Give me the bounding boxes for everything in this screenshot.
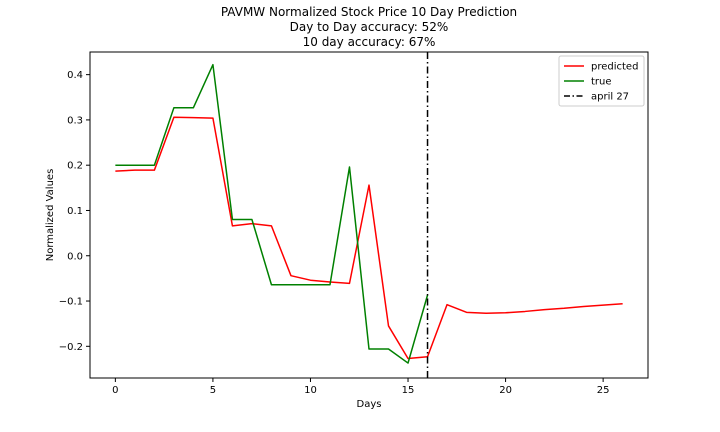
x-tick-label: 25 xyxy=(597,385,610,396)
axes-ticks: 0 5 10 15 20 25 −0.2 −0.1 0.0 0.1 0.2 0.3 0.4 xyxy=(59,70,610,396)
y-tick-label: 0.0 xyxy=(67,251,83,262)
y-tick-label: 0.2 xyxy=(67,161,83,172)
y-axis-label: Normalized Values xyxy=(45,169,56,262)
title-line: Day to Day accuracy: 52% xyxy=(290,20,449,34)
y-tick-label: 0.1 xyxy=(67,206,83,217)
x-tick-label: 0 xyxy=(112,385,118,396)
x-tick-label: 10 xyxy=(304,385,317,396)
x-tick-label: 15 xyxy=(402,385,415,396)
legend-label: april 27 xyxy=(591,92,629,103)
title-line: PAVMW Normalized Stock Price 10 Day Pred… xyxy=(221,5,517,19)
y-tick-label: −0.2 xyxy=(59,342,83,353)
y-tick-label: 0.4 xyxy=(67,70,83,81)
chart-title: PAVMW Normalized Stock Price 10 Day Pred… xyxy=(221,5,517,49)
legend-label: true xyxy=(591,77,612,88)
x-tick-label: 5 xyxy=(210,385,216,396)
series-line-predicted xyxy=(115,116,623,360)
title-line: 10 day accuracy: 67% xyxy=(303,35,436,49)
y-tick-label: −0.1 xyxy=(59,297,83,308)
legend-box xyxy=(558,55,645,107)
legend: predicted true april 27 xyxy=(558,55,645,107)
x-tick-label: 20 xyxy=(499,385,512,396)
y-tick-label: 0.3 xyxy=(67,115,83,126)
axes-frame xyxy=(89,51,649,379)
x-axis-label: Days xyxy=(357,399,382,410)
plot-area xyxy=(115,52,623,378)
series-line-true xyxy=(115,63,429,364)
legend-label: predicted xyxy=(591,62,638,73)
